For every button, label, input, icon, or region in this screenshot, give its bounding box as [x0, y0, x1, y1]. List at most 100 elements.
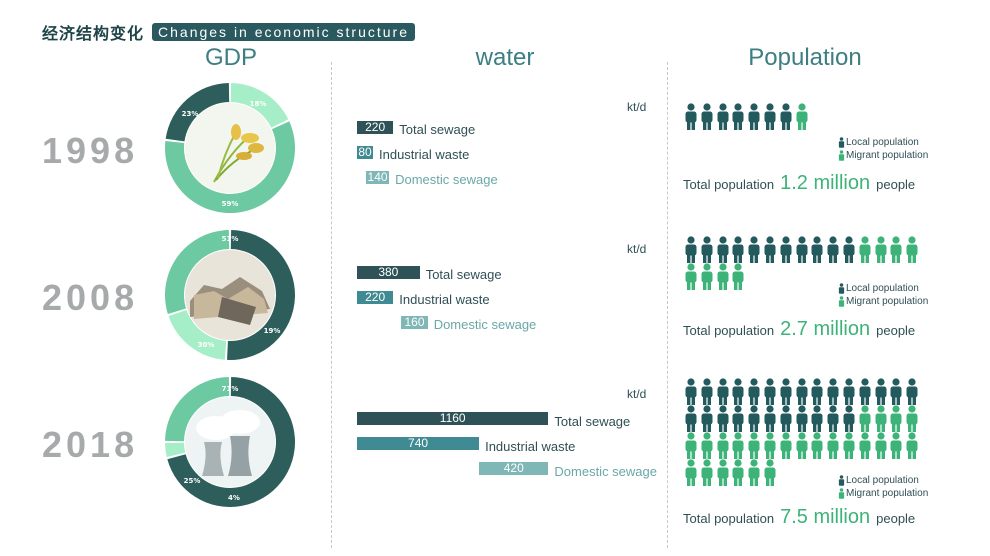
gdp-donut-1998: 18% 59% 23%	[164, 82, 296, 214]
total-prefix: Total population	[683, 323, 775, 338]
water-2008-domestic-label: Domestic sewage	[433, 317, 537, 332]
column-head-water: water	[475, 44, 535, 71]
migrant-person-icon	[732, 459, 744, 486]
water-2008-domestic-bar: 160	[401, 316, 428, 329]
migrant-person-icon	[796, 432, 808, 459]
migrant-person-icon	[859, 405, 871, 432]
migrant-person-icon	[796, 103, 808, 130]
migrant-person-icon	[875, 405, 887, 432]
local-person-icon	[838, 475, 845, 486]
local-person-icon	[780, 405, 792, 432]
migrant-person-icon	[685, 263, 697, 290]
water-1998-total-label: Total sewage	[399, 122, 476, 137]
migrant-person-icon	[843, 432, 855, 459]
migrant-person-icon	[701, 432, 713, 459]
local-person-icon	[685, 103, 697, 130]
local-person-icon	[811, 405, 823, 432]
local-person-icon	[843, 236, 855, 263]
legend-migrant: Migrant population	[838, 487, 928, 500]
water-2008-total-label: Total sewage	[425, 267, 502, 282]
migrant-person-icon	[906, 236, 918, 263]
gdp-2018-label-1: 71%	[222, 385, 239, 393]
water-2018-total-label: Total sewage	[554, 414, 631, 429]
migrant-person-icon	[838, 488, 845, 499]
local-person-icon	[717, 405, 729, 432]
local-person-icon	[732, 103, 744, 130]
local-person-icon	[717, 378, 729, 405]
gdp-1998-label-2: 59%	[222, 200, 239, 208]
local-person-icon	[780, 103, 792, 130]
migrant-person-icon	[717, 459, 729, 486]
gdp-2008-slice-2	[168, 309, 227, 360]
migrant-person-icon	[859, 432, 871, 459]
local-person-icon	[890, 378, 902, 405]
gdp-1998-label-3: 23%	[182, 110, 199, 118]
gdp-2008-label-1: 51%	[222, 235, 239, 243]
column-head-population: Population	[748, 44, 862, 71]
local-person-icon	[717, 103, 729, 130]
migrant-person-icon	[701, 263, 713, 290]
year-label-2008: 2008	[42, 277, 139, 318]
water-2018-total-bar: 1160	[357, 412, 549, 425]
local-person-icon	[838, 137, 845, 148]
legend-migrant-label: Migrant population	[846, 296, 929, 307]
water-2018-industrial-label: Industrial waste	[485, 439, 576, 454]
migrant-person-icon	[875, 432, 887, 459]
local-person-icon	[764, 103, 776, 130]
gdp-donut-2008: 51% 19% 30%	[164, 229, 296, 361]
local-person-icon	[764, 236, 776, 263]
legend-local-label: Local population	[846, 475, 919, 486]
gdp-2018-slice-3	[165, 377, 230, 442]
water-unit-2018: kt/d	[627, 387, 647, 401]
cooling-tower-illustration	[185, 397, 275, 487]
legend-local: Local population	[838, 282, 928, 295]
migrant-person-icon	[890, 432, 902, 459]
migrant-person-icon	[748, 432, 760, 459]
local-person-icon	[732, 378, 744, 405]
title-english-tag: Changes in economic structure	[152, 23, 416, 41]
gdp-donut-2008-svg: 51% 19% 30%	[165, 230, 295, 360]
local-person-icon	[843, 378, 855, 405]
population-legend-2018: Local population Migrant population	[838, 474, 928, 500]
local-person-icon	[811, 378, 823, 405]
local-person-icon	[875, 378, 887, 405]
water-1998-domestic-label: Domestic sewage	[395, 172, 498, 187]
population-legend-1998: Local population Migrant population	[838, 136, 928, 162]
local-person-icon	[827, 405, 839, 432]
total-prefix: Total population	[683, 177, 775, 192]
migrant-person-icon	[875, 236, 887, 263]
water-unit-2008: kt/d	[627, 242, 647, 256]
gdp-1998-label-1: 18%	[250, 100, 267, 108]
migrant-person-icon	[764, 432, 776, 459]
total-suffix: people	[876, 511, 916, 526]
local-person-icon	[701, 236, 713, 263]
gdp-2008-slice-1	[227, 230, 295, 360]
local-person-icon	[748, 103, 760, 130]
gdp-1998-slice-2	[165, 121, 295, 213]
column-head-gdp: GDP	[204, 44, 257, 71]
local-person-icon	[859, 378, 871, 405]
migrant-person-icon	[732, 432, 744, 459]
local-person-icon	[811, 236, 823, 263]
local-person-icon	[843, 405, 855, 432]
migrant-person-icon	[811, 432, 823, 459]
local-person-icon	[685, 236, 697, 263]
gdp-donut-1998-arcs	[165, 83, 295, 213]
gdp-2018-label-3: 25%	[184, 477, 201, 485]
water-2018-domestic-bar: 420	[479, 462, 549, 475]
migrant-person-icon	[906, 405, 918, 432]
legend-migrant-label: Migrant population	[846, 488, 929, 499]
migrant-person-icon	[890, 405, 902, 432]
population-total-2008: Total population 2.7 million people	[683, 318, 915, 341]
page-header: 经济结构变化 Changes in economic structure	[42, 20, 416, 44]
legend-migrant: Migrant population	[838, 295, 928, 308]
migrant-person-icon	[906, 432, 918, 459]
local-person-icon	[764, 405, 776, 432]
gdp-2018-label-2: 4%	[228, 494, 240, 502]
local-person-icon	[748, 236, 760, 263]
migrant-person-icon	[732, 263, 744, 290]
local-person-icon	[796, 236, 808, 263]
migrant-person-icon	[838, 150, 845, 161]
gdp-2008-label-3: 30%	[198, 341, 215, 349]
water-1998-industrial-bar: 80	[357, 145, 373, 159]
